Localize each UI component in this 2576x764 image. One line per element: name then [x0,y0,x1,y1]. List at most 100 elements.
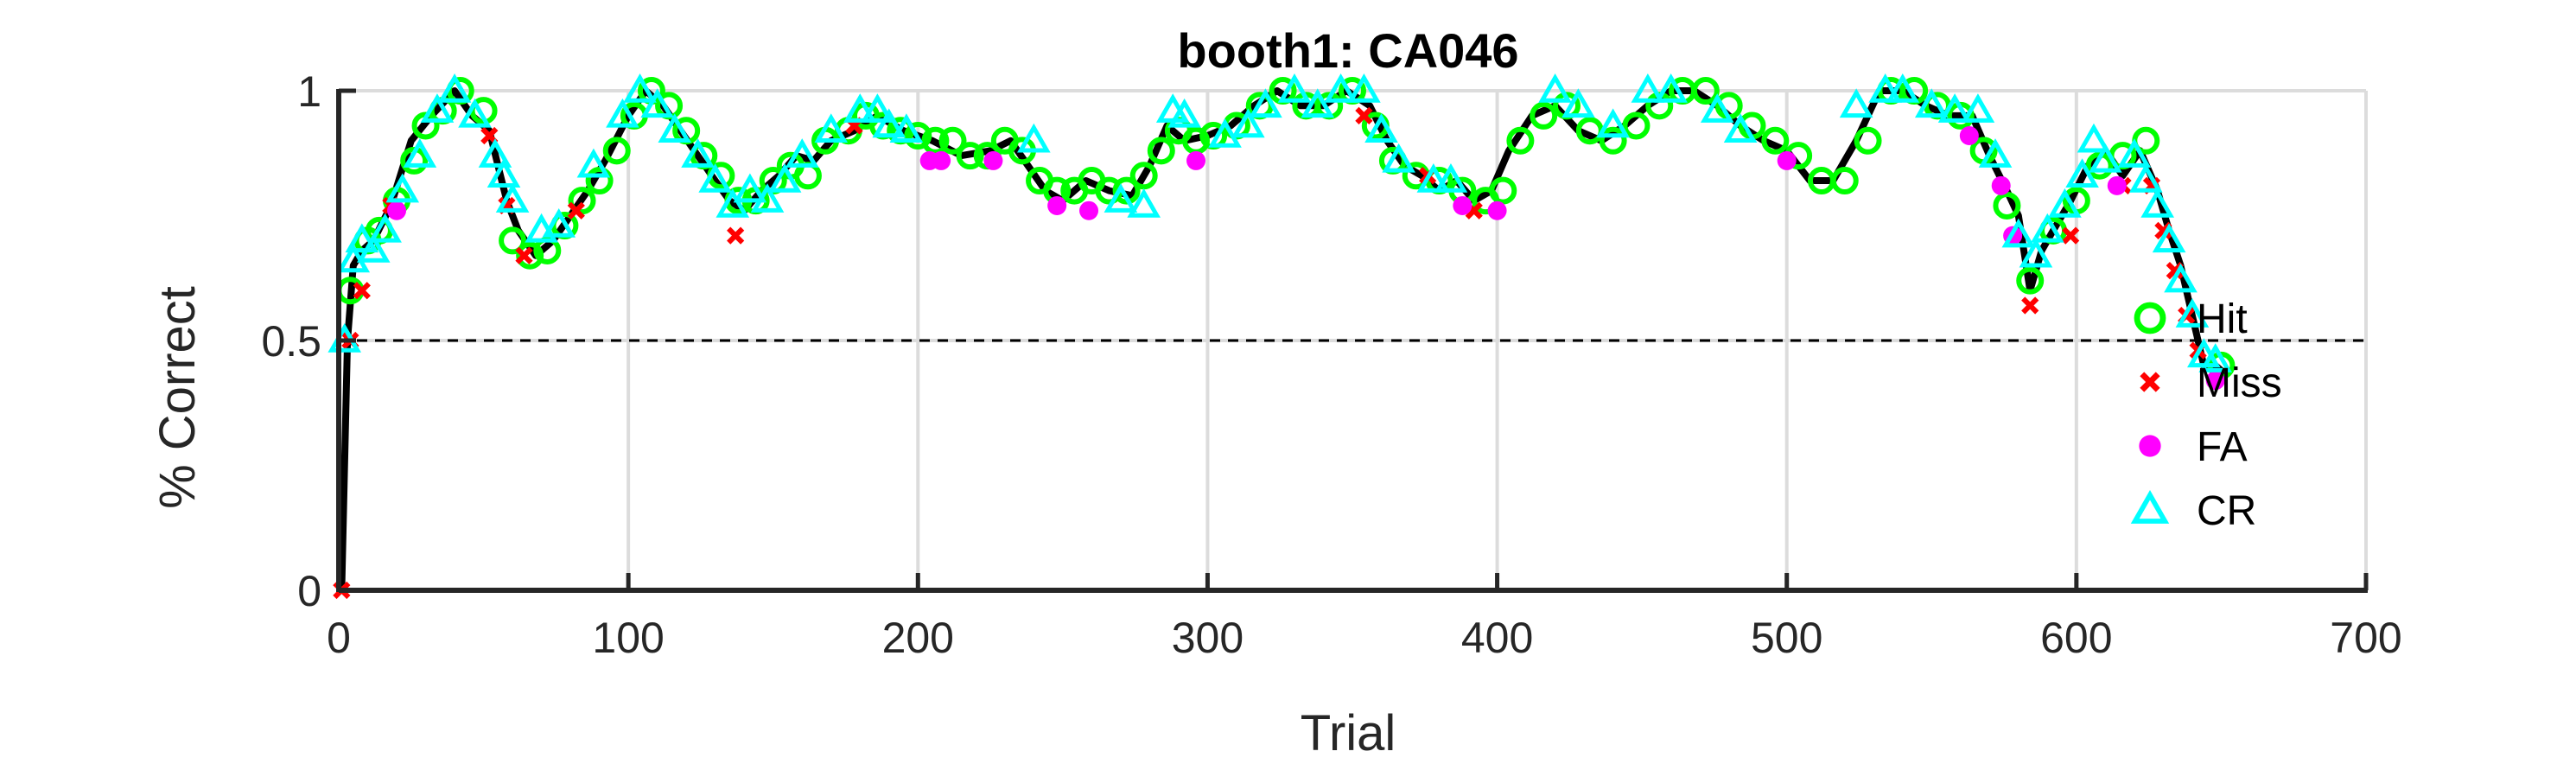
cr-marker [716,188,750,218]
cr-marker [2140,188,2175,218]
cr-marker [2117,138,2152,168]
tick-labels: 0 100 200 300 400 500 600 700 0 0.5 1 [261,67,2401,662]
cr-marker [2019,238,2053,268]
cr-marker [1104,183,1138,213]
miss-marker [480,126,499,145]
cr-marker [2065,158,2099,188]
cr-marker [640,88,674,118]
cr-marker [1301,88,1335,118]
hit-marker [1993,191,2021,220]
hit-marker [938,126,967,155]
x-tick-label: 700 [2330,614,2401,662]
x-tick-label: 600 [2040,614,2112,662]
hit-marker [516,241,544,270]
cr-marker [1596,108,1630,138]
cr-marker [1277,73,1312,103]
fa-marker [1453,195,1472,215]
hit-marker [602,137,631,165]
hit-marker [956,142,984,170]
cr-marker [698,163,732,193]
cr-marker [2077,123,2111,153]
x-tick-label: 400 [1461,614,1533,662]
cr-marker [1886,73,1920,103]
cr-marker [1127,188,1161,218]
cr-marker [1868,73,1902,103]
legend: Hit Miss FA CR [2130,296,2282,534]
legend-item-hit: Hit [2134,296,2248,342]
cr-marker [623,73,657,103]
cr-marker [2089,143,2122,173]
fa-marker [387,201,407,220]
cr-marker [368,213,402,243]
cr-marker [767,163,802,193]
miss-series [333,106,2207,600]
cr-marker [385,173,420,203]
miss-marker [567,201,585,220]
legend-item-cr: CR [2130,488,2256,534]
legend-item-miss: Miss [2140,360,2282,406]
fa-marker [1079,201,1099,220]
cr-marker [1249,88,1282,118]
cr-marker [2031,213,2064,243]
legend-label: Miss [2197,360,2282,406]
x-tick-label: 300 [1172,614,1243,662]
chart-title: booth1: CA046 [1177,23,1518,78]
y-tick-label: 0 [297,567,321,615]
trial-markers [328,73,2236,600]
y-tick-label: 1 [297,67,321,116]
fa-marker [983,150,1003,170]
hit-marker [921,126,950,155]
cr-marker [356,232,391,263]
miss-marker [1355,106,1373,125]
fa-marker [1777,150,1797,170]
hit-marker [1489,176,1517,205]
cr-series [328,73,2233,372]
cr-marker [1538,73,1572,103]
cr-marker [2048,188,2082,218]
axes [336,88,2369,593]
cr-marker [1324,73,1358,103]
y-tick-label: 0.5 [261,317,321,366]
legend-miss-marker [2140,372,2160,392]
hit-marker [1506,126,1535,155]
cr-marker [345,223,379,253]
cr-marker [403,138,437,168]
cr-marker [420,93,455,123]
cr-marker [1231,108,1265,138]
cr-marker [843,93,877,123]
fa-marker [932,150,951,170]
cr-marker [458,98,492,128]
cr-marker [2128,163,2163,193]
cr-marker [1700,93,1734,123]
cr-marker [2164,263,2198,293]
hit-marker [1854,126,1882,155]
cr-marker [1937,93,1972,123]
hit-marker [2016,266,2045,295]
legend-label: Hit [2197,296,2248,342]
cr-marker [750,183,785,213]
cr-marker [1631,73,1665,103]
cr-marker [1978,138,2013,168]
hit-marker [1761,126,1790,155]
cr-marker [1382,143,1415,173]
cr-marker [1208,118,1242,148]
miss-marker [2021,296,2039,315]
cr-marker [495,183,530,213]
cr-marker [437,73,472,103]
cr-marker [889,113,924,143]
cr-marker [1723,113,1758,143]
hit-marker [1830,167,1859,195]
miss-marker [353,282,371,300]
fa-marker [1047,195,1067,215]
cr-marker [1167,98,1201,128]
x-tick-label: 100 [592,614,664,662]
hit-marker [568,187,596,215]
fa-marker [1959,126,1979,146]
cr-marker [606,98,639,128]
legend-label: CR [2197,488,2256,534]
cr-marker [1914,88,1949,118]
cr-marker [872,108,906,138]
x-tick-label: 0 [327,614,351,662]
x-axis-label: Trial [1301,705,1396,761]
miss-marker [727,226,745,245]
